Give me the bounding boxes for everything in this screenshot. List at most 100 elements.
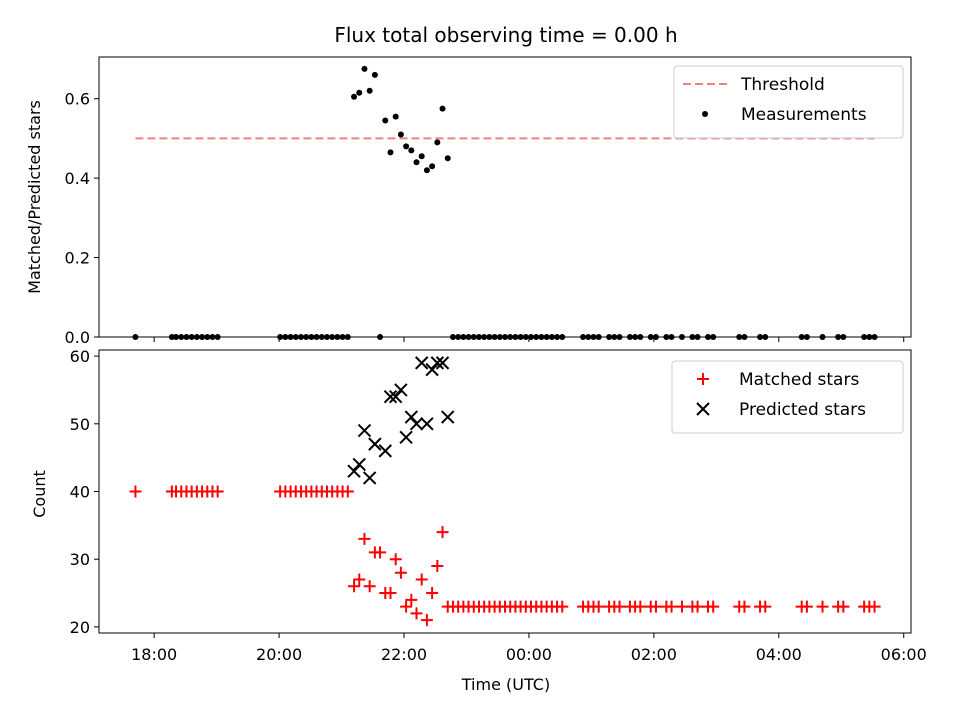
data-point bbox=[382, 117, 389, 124]
data-point bbox=[361, 65, 368, 72]
data-point bbox=[399, 430, 413, 445]
data-point bbox=[405, 593, 418, 606]
data-point bbox=[423, 167, 430, 174]
data-point bbox=[413, 159, 420, 166]
legend: Threshold Measurements bbox=[673, 65, 904, 139]
y-tick-label: 0.2 bbox=[65, 249, 90, 268]
x-tick-label: 22:00 bbox=[381, 645, 427, 664]
data-point bbox=[738, 600, 751, 613]
y-tick-label: 50 bbox=[70, 415, 90, 434]
y-tick-label: 20 bbox=[70, 618, 90, 637]
y-tick-label: 60 bbox=[70, 347, 90, 366]
data-point bbox=[394, 383, 408, 397]
data-point bbox=[394, 566, 407, 579]
data-point bbox=[392, 113, 399, 120]
data-point bbox=[425, 362, 439, 377]
series-matched-stars bbox=[129, 485, 881, 627]
y-tick-label: 40 bbox=[70, 483, 90, 502]
data-point bbox=[400, 600, 413, 613]
data-point bbox=[634, 600, 647, 613]
data-point bbox=[430, 356, 445, 370]
data-point bbox=[341, 485, 354, 498]
x-tick-label: 02:00 bbox=[631, 645, 677, 664]
y-tick-label: 0.4 bbox=[65, 169, 90, 188]
data-point bbox=[434, 139, 441, 146]
legend-box bbox=[671, 360, 904, 434]
data-point bbox=[362, 471, 377, 485]
x-tick-label: 06:00 bbox=[881, 645, 927, 664]
bottom-y-axis-label: Count bbox=[30, 470, 49, 518]
x-tick-label: 00:00 bbox=[506, 645, 552, 664]
data-point bbox=[383, 390, 398, 404]
data-point bbox=[348, 580, 361, 593]
data-point bbox=[378, 444, 392, 458]
data-point bbox=[404, 410, 419, 424]
data-point bbox=[418, 153, 425, 160]
data-point bbox=[441, 410, 455, 424]
data-point bbox=[366, 87, 373, 94]
data-point bbox=[436, 526, 449, 539]
top-y-axis-label: Matched/Predicted stars bbox=[25, 100, 44, 294]
legend-marker-swatch bbox=[702, 111, 708, 117]
data-point bbox=[388, 390, 403, 404]
data-point bbox=[759, 600, 772, 613]
y-tick-label: 0.0 bbox=[65, 328, 90, 347]
legend: Matched stars Predicted stars bbox=[671, 360, 904, 434]
legend-label: Predicted stars bbox=[739, 400, 866, 420]
series-predicted-stars bbox=[347, 356, 455, 485]
data-point bbox=[387, 149, 394, 156]
x-tick-label: 04:00 bbox=[756, 645, 802, 664]
x-tick-label: 18:00 bbox=[131, 645, 177, 664]
data-point bbox=[665, 600, 678, 613]
data-point bbox=[371, 71, 378, 78]
data-point bbox=[816, 600, 829, 613]
legend-marker-swatch bbox=[697, 373, 709, 385]
data-point bbox=[426, 587, 439, 600]
data-point bbox=[410, 607, 423, 620]
y-tick-label: 0.6 bbox=[65, 90, 90, 109]
data-point bbox=[363, 580, 376, 593]
data-point bbox=[356, 89, 363, 96]
data-point bbox=[429, 163, 436, 170]
data-point bbox=[675, 600, 688, 613]
data-point bbox=[435, 356, 450, 370]
x-tick-label: 20:00 bbox=[256, 645, 302, 664]
data-point bbox=[347, 464, 361, 478]
data-point bbox=[415, 356, 429, 370]
legend-marker-swatch bbox=[696, 402, 710, 416]
axes-frame bbox=[98, 56, 912, 338]
data-point bbox=[352, 457, 366, 472]
data-point bbox=[691, 600, 704, 613]
data-point bbox=[384, 587, 397, 600]
data-point bbox=[439, 105, 446, 112]
chart-title: Flux total observing time = 0.00 h bbox=[334, 23, 677, 47]
data-point bbox=[420, 614, 433, 627]
x-axis-label: Time (UTC) bbox=[461, 675, 550, 694]
data-point bbox=[358, 532, 371, 545]
data-point bbox=[613, 600, 626, 613]
data-point bbox=[592, 600, 605, 613]
data-point bbox=[357, 423, 372, 438]
data-point bbox=[211, 485, 224, 498]
legend-box bbox=[673, 65, 904, 139]
data-point bbox=[353, 573, 366, 586]
data-point bbox=[800, 600, 813, 613]
data-point bbox=[409, 417, 424, 431]
top-axes: 0.0 0.2 0.4 0.6 Threshold Measurements bbox=[65, 56, 912, 347]
legend-label: Matched stars bbox=[739, 370, 859, 390]
data-point bbox=[431, 559, 444, 572]
data-point bbox=[707, 600, 720, 613]
data-point bbox=[408, 147, 415, 154]
data-point bbox=[374, 546, 387, 559]
data-point bbox=[403, 143, 410, 150]
data-point bbox=[837, 600, 850, 613]
bottom-axes: 20 30 40 50 60 18:00 20:00 22:00 00:00 02:00 04:00… bbox=[70, 347, 927, 664]
data-point bbox=[649, 600, 662, 613]
legend-label: Measurements bbox=[741, 105, 867, 125]
data-point bbox=[389, 553, 402, 566]
data-point bbox=[129, 485, 142, 498]
data-point bbox=[868, 600, 881, 613]
data-point bbox=[397, 131, 404, 138]
y-tick-label: 30 bbox=[70, 550, 90, 569]
